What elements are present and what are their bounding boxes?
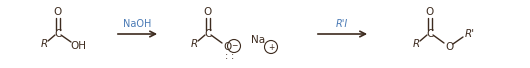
Text: NaOH: NaOH bbox=[123, 19, 151, 29]
Text: O: O bbox=[223, 42, 231, 52]
Text: :: : bbox=[224, 51, 227, 61]
Text: R'I: R'I bbox=[336, 19, 348, 29]
Text: :: : bbox=[231, 51, 234, 61]
Text: C: C bbox=[54, 29, 61, 39]
Text: O: O bbox=[445, 42, 453, 52]
Text: R: R bbox=[190, 39, 198, 49]
Text: R: R bbox=[40, 39, 48, 49]
Text: R': R' bbox=[465, 29, 475, 39]
Text: Na: Na bbox=[251, 35, 265, 45]
Text: −: − bbox=[231, 41, 237, 51]
Text: O: O bbox=[426, 7, 434, 17]
Text: O: O bbox=[54, 7, 62, 17]
Text: OH: OH bbox=[70, 41, 86, 51]
Text: C: C bbox=[204, 29, 211, 39]
Text: O: O bbox=[204, 7, 212, 17]
Text: +: + bbox=[268, 42, 274, 51]
Text: R: R bbox=[412, 39, 420, 49]
Text: C: C bbox=[426, 29, 434, 39]
